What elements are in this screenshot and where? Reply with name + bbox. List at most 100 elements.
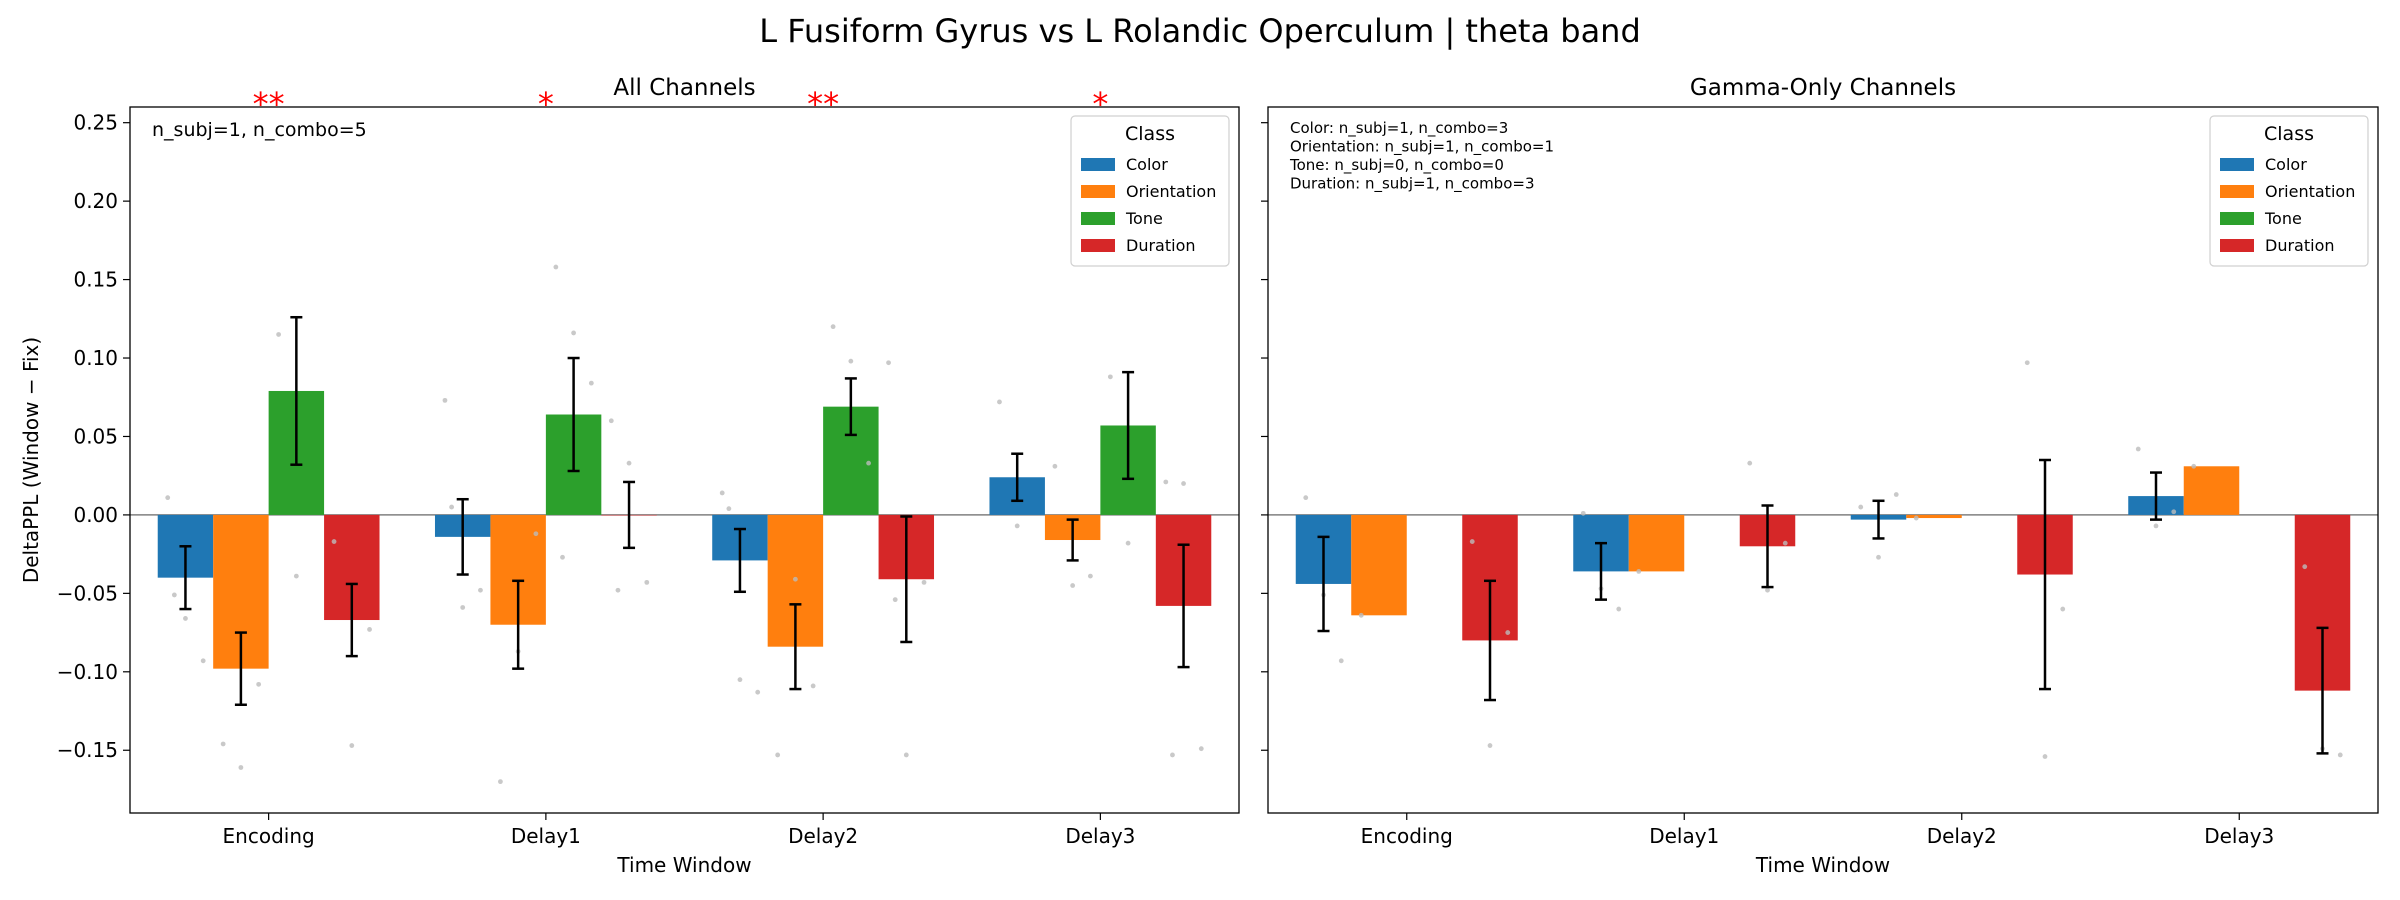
data-point [726, 506, 732, 512]
data-point [293, 573, 299, 579]
data-point [1358, 612, 1364, 618]
data-point [892, 597, 898, 603]
legend-label: Color [1126, 155, 1168, 174]
legend-swatch-tone [1081, 212, 1115, 225]
data-point [478, 587, 483, 593]
data-point [830, 324, 836, 330]
x-axis-label: Time Window [1755, 853, 1890, 877]
data-point [1014, 523, 1020, 529]
data-point [349, 743, 355, 748]
bar-orientation-delay2 [1906, 514, 1962, 519]
legend-label: Orientation [1126, 182, 1216, 201]
axes-frame [1267, 106, 2379, 814]
data-point [1765, 587, 1770, 593]
y-tick-label: −0.15 [57, 738, 118, 762]
x-tick-label: Delay2 [1927, 824, 1997, 848]
data-point [2024, 360, 2030, 366]
data-point [719, 490, 725, 496]
data-point [737, 677, 743, 683]
data-point [367, 627, 372, 632]
data-point [442, 397, 448, 403]
data-point [553, 264, 559, 270]
bar-orientation-delay3 [2183, 466, 2240, 515]
chart-panels: −0.15 −0.10 −0.05 0.00 0.05 0.10 0.15 0.20 0.25 E… [19, 75, 2379, 877]
data-point [1580, 510, 1586, 516]
data-point [2135, 446, 2141, 452]
data-point [171, 592, 177, 598]
data-point [1747, 460, 1753, 466]
data-point [2171, 509, 2177, 515]
data-point [1052, 463, 1058, 469]
legend-box [1070, 115, 1230, 267]
legend-swatch-color [1081, 158, 1115, 171]
data-point [1893, 492, 1899, 497]
y-axis-label: DeltaPPL (Window − Fix) [19, 337, 43, 583]
x-tick-label: Delay2 [788, 824, 858, 848]
legend: Class Color Orientation Tone Duration [2209, 115, 2369, 267]
legend-swatch-color [2220, 158, 2254, 171]
data-point [1303, 495, 1309, 501]
panel-title: All Channels [613, 75, 755, 101]
significance-marker: * [1092, 85, 1108, 123]
legend-swatch-tone [2220, 212, 2254, 225]
significance-marker: ** [807, 85, 839, 123]
data-point [1876, 554, 1881, 560]
data-point [533, 531, 539, 537]
chart-panel-2: Encoding Delay1 Delay2 Delay3 Gamma-Only Cha… [1261, 75, 2379, 877]
data-point [2337, 752, 2343, 758]
data-point [1170, 752, 1175, 758]
data-point [588, 380, 594, 386]
data-point [1163, 479, 1169, 485]
annotation-line: Orientation: n_subj=1, n_combo=1 [1290, 138, 1554, 157]
data-point [1913, 515, 1919, 521]
legend-box [2209, 115, 2369, 267]
data-point [2060, 606, 2066, 612]
data-point [183, 616, 188, 621]
axes-frame [129, 106, 1240, 814]
annotation-line: Color: n_subj=1, n_combo=3 [1290, 119, 1508, 138]
legend-label: Duration [2265, 236, 2335, 255]
data-point [1505, 630, 1511, 635]
y-tick-label: 0.10 [73, 346, 118, 370]
legend-swatch-duration [2220, 239, 2254, 252]
chart-panel-1: −0.15 −0.10 −0.05 0.00 0.05 0.10 0.15 0.20 0.25 E… [19, 75, 1240, 877]
annotation-text: n_subj=1, n_combo=5 [152, 119, 367, 141]
legend-title: Class [1125, 123, 1175, 145]
data-point [1087, 573, 1093, 579]
data-point [2191, 463, 2197, 469]
data-point [165, 495, 171, 501]
data-point [238, 765, 244, 770]
data-point [220, 741, 226, 747]
y-tick-label: −0.05 [57, 581, 118, 605]
x-tick-label: Delay3 [1065, 824, 1135, 848]
y-tick-label: 0.15 [73, 268, 118, 292]
data-point [1181, 481, 1186, 486]
data-point [626, 460, 632, 466]
data-point [1107, 374, 1113, 380]
data-point [498, 779, 503, 785]
data-point [560, 554, 565, 560]
annotation-line: Duration: n_subj=1, n_combo=3 [1290, 175, 1535, 194]
legend: Class Color Orientation Tone Duration [1070, 115, 1230, 267]
y-tick-label: 0.05 [73, 424, 118, 448]
annotation-line: Tone: n_subj=0, n_combo=0 [1289, 156, 1504, 175]
data-point [755, 689, 761, 695]
y-tick-label: 0.20 [73, 189, 118, 213]
data-point [903, 752, 909, 758]
significance-marker: * [538, 85, 554, 123]
y-tick-label: 0.00 [73, 503, 118, 527]
y-tick-label: 0.25 [73, 111, 118, 135]
x-tick-label: Encoding [1361, 824, 1453, 848]
data-point [1469, 539, 1475, 544]
legend-title: Class [2264, 123, 2314, 145]
bar-orientation-delay1 [1628, 514, 1685, 572]
x-axis-label: Time Window [616, 853, 751, 877]
legend-swatch-duration [1081, 239, 1115, 252]
legend-label: Color [2265, 155, 2307, 174]
data-point [571, 330, 576, 336]
data-point [331, 539, 337, 544]
data-point [1338, 658, 1344, 664]
data-point [1636, 568, 1642, 574]
data-point [775, 752, 781, 758]
